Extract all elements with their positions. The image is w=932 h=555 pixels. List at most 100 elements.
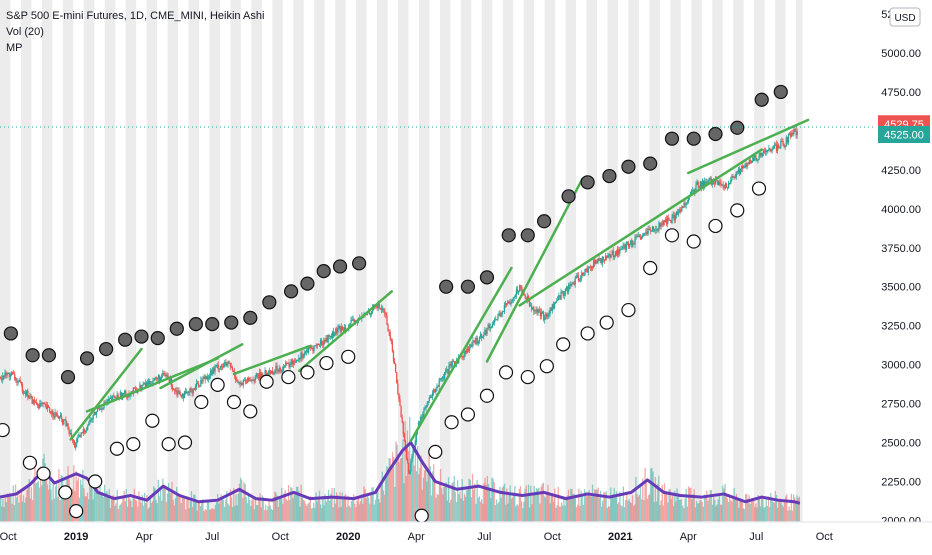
volume-bar bbox=[54, 486, 57, 522]
volume-bar bbox=[717, 499, 719, 522]
session-band bbox=[607, 0, 618, 522]
candle bbox=[465, 350, 468, 353]
candle bbox=[464, 350, 466, 354]
candle bbox=[219, 365, 222, 369]
volume-bar bbox=[388, 457, 390, 522]
volume-bar bbox=[679, 499, 682, 522]
candle bbox=[302, 356, 304, 358]
candle bbox=[755, 155, 757, 160]
volume-bar bbox=[172, 499, 174, 522]
candle bbox=[76, 438, 78, 444]
mp-indicator-label[interactable]: MP bbox=[6, 42, 23, 54]
candle bbox=[211, 370, 213, 375]
candle bbox=[342, 330, 345, 332]
candle bbox=[759, 153, 761, 156]
candle bbox=[25, 392, 27, 396]
volume-bar bbox=[25, 497, 27, 522]
volume-bar bbox=[125, 488, 127, 522]
volume-bar bbox=[306, 505, 308, 522]
candle bbox=[124, 390, 126, 394]
volume-bar bbox=[279, 496, 282, 522]
volume-bar bbox=[379, 502, 381, 522]
candle bbox=[50, 411, 52, 414]
volume-bar bbox=[17, 490, 19, 522]
volume-bar bbox=[351, 498, 354, 522]
candle bbox=[406, 458, 409, 464]
volume-bar bbox=[316, 501, 318, 522]
candle bbox=[38, 404, 40, 409]
candle bbox=[26, 390, 28, 396]
candle bbox=[543, 312, 545, 321]
volume-bar bbox=[626, 492, 628, 522]
candle bbox=[339, 325, 341, 332]
volume-bar bbox=[760, 496, 763, 522]
candle bbox=[193, 388, 195, 390]
volume-bar bbox=[142, 505, 145, 522]
volume-bar bbox=[657, 483, 659, 522]
session-band bbox=[41, 0, 53, 522]
candle bbox=[502, 311, 505, 313]
candle bbox=[488, 324, 490, 329]
symbol-title[interactable]: S&P 500 E-mini Futures, 1D, CME_MINI, He… bbox=[6, 10, 265, 22]
volume-bar bbox=[37, 480, 40, 522]
candle bbox=[662, 220, 665, 225]
candle bbox=[344, 327, 347, 331]
volume-bar bbox=[14, 484, 17, 522]
volume-bar bbox=[42, 458, 44, 522]
candle bbox=[635, 236, 637, 238]
candle bbox=[515, 289, 518, 296]
mp-dot-open bbox=[414, 508, 429, 523]
volume-bar bbox=[229, 489, 231, 522]
candle bbox=[403, 434, 406, 441]
volume-bar bbox=[502, 486, 505, 522]
volume-bar bbox=[354, 503, 356, 522]
volume-bar bbox=[735, 493, 738, 522]
session-band bbox=[230, 0, 241, 522]
volume-bar bbox=[314, 508, 316, 522]
candle bbox=[389, 332, 391, 340]
candle bbox=[90, 419, 92, 421]
volume-bar bbox=[532, 495, 534, 522]
volume-bar bbox=[9, 492, 11, 522]
session-band bbox=[167, 0, 179, 522]
candle bbox=[774, 144, 777, 146]
y-tick-label: 4250.00 bbox=[881, 165, 921, 177]
volume-bar bbox=[427, 473, 429, 522]
candle bbox=[207, 377, 210, 380]
candle bbox=[684, 202, 686, 206]
y-tick-label: 3750.00 bbox=[881, 243, 921, 255]
candle bbox=[618, 249, 620, 254]
mp-dot-open bbox=[226, 394, 242, 410]
candle bbox=[408, 463, 410, 474]
x-tick-label: Jul bbox=[749, 531, 763, 543]
candle bbox=[46, 405, 49, 409]
volume-bar bbox=[701, 501, 703, 522]
volume-bars bbox=[0, 416, 800, 522]
candle bbox=[214, 366, 216, 372]
mp-dot-open bbox=[300, 365, 315, 380]
volume-bar bbox=[180, 502, 182, 522]
volume-bar bbox=[601, 506, 603, 522]
volume-bar bbox=[203, 511, 205, 522]
candle bbox=[445, 370, 447, 373]
candle bbox=[329, 336, 332, 338]
volume-bar bbox=[303, 500, 306, 522]
volume-indicator-label[interactable]: Vol (20) bbox=[6, 26, 44, 38]
volume-bar bbox=[794, 497, 796, 522]
candle bbox=[82, 429, 85, 434]
candle bbox=[321, 340, 323, 345]
volume-bar bbox=[796, 495, 798, 522]
candle bbox=[594, 259, 596, 264]
candle bbox=[383, 308, 385, 311]
volume-bar bbox=[437, 494, 439, 522]
mp-dot-filled bbox=[501, 228, 516, 243]
candle bbox=[730, 180, 732, 184]
candle bbox=[184, 391, 187, 394]
mp-dot-filled bbox=[118, 332, 133, 347]
candle bbox=[369, 313, 372, 315]
mp-dot-open bbox=[621, 302, 636, 318]
candle bbox=[621, 248, 623, 250]
volume-bar bbox=[275, 492, 277, 522]
candle bbox=[116, 394, 118, 399]
